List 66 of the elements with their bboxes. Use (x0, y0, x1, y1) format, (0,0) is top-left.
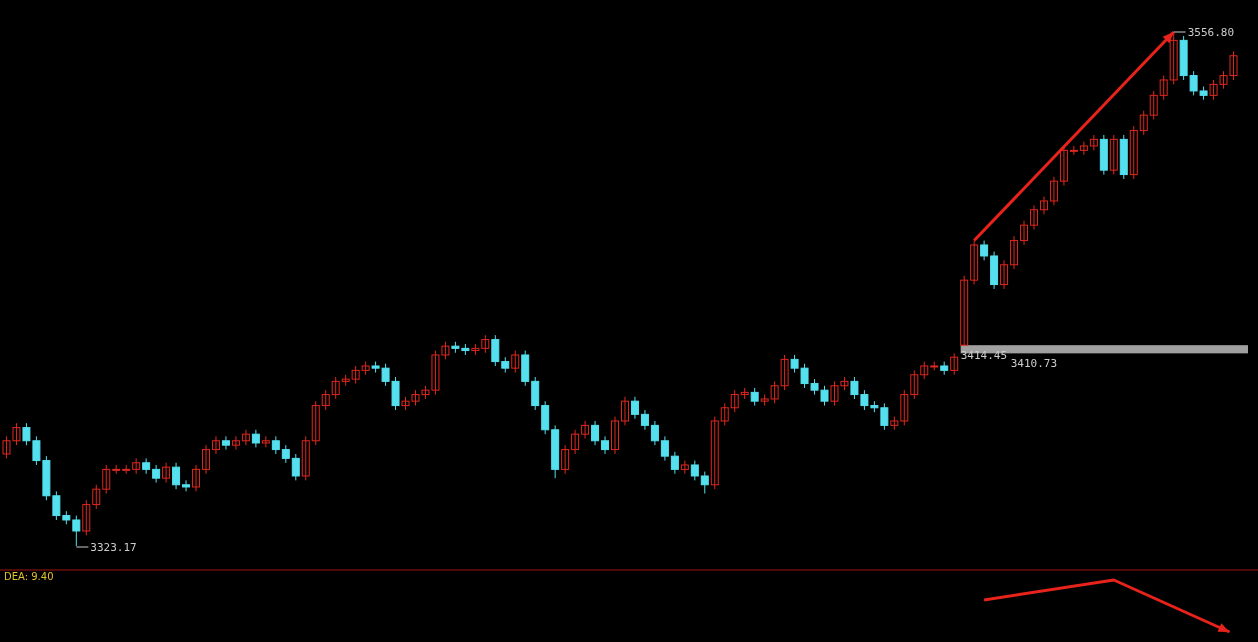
candlestick (1059, 145, 1068, 187)
candlestick (192, 464, 201, 492)
candlestick (591, 420, 600, 446)
candlestick (670, 451, 679, 475)
annotation: 3556.80 (1187, 26, 1235, 39)
text: DEA: 9.40 (4, 571, 54, 582)
candlestick (611, 416, 619, 455)
candlestick (950, 352, 959, 376)
candlestick (202, 444, 210, 475)
candlestick (561, 444, 570, 475)
candlestick (960, 275, 969, 346)
candlestick (301, 435, 310, 481)
candlestick (92, 484, 101, 510)
candlestick (172, 462, 181, 490)
candlestick (82, 499, 91, 536)
candlestick (900, 389, 909, 426)
candlestick (1000, 259, 1009, 290)
candlestick (511, 350, 520, 374)
candlestick (660, 435, 669, 462)
candlestick (970, 240, 979, 286)
candlestick (621, 396, 629, 426)
candlestick (1109, 134, 1118, 176)
annotation: 3410.73 (1010, 357, 1058, 371)
candlestick (720, 402, 729, 426)
candlestick (291, 453, 300, 481)
candlestick (1069, 145, 1078, 156)
candlestick (690, 460, 699, 481)
candlestick (1079, 141, 1088, 156)
candlestick (710, 416, 719, 490)
candlestick (1089, 134, 1098, 151)
candlestick (102, 464, 111, 495)
candlestick (491, 334, 500, 367)
candlestick (132, 457, 141, 475)
candlestick (910, 369, 919, 400)
candlestick (980, 240, 989, 261)
candlestick (1039, 196, 1048, 215)
candlestick (1030, 204, 1038, 231)
candlestick (630, 396, 639, 420)
candlestick (1139, 110, 1148, 136)
candlestick (231, 435, 240, 451)
candlestick (700, 471, 709, 495)
candlestick (72, 515, 81, 547)
annotation: 3323.17 (90, 541, 137, 554)
candlestick (211, 435, 220, 455)
candlestick (311, 400, 320, 446)
candlestick (182, 479, 191, 492)
candlestick (1020, 220, 1029, 246)
candlestick (241, 429, 250, 446)
candlestick (261, 435, 270, 448)
candlestick (571, 429, 580, 455)
candlestick (1010, 235, 1019, 270)
candlestick (1159, 75, 1168, 101)
annotation: 3414.45 (960, 349, 1008, 363)
candlestick (640, 409, 649, 431)
candlestick (650, 420, 659, 446)
candlestick (730, 389, 739, 413)
candlestick (162, 462, 171, 484)
candlestick (221, 435, 230, 451)
candlestick (1169, 31, 1178, 85)
candlestick (1149, 90, 1158, 121)
candlestick (1049, 176, 1058, 206)
candlestick (321, 389, 330, 411)
candlestick (581, 420, 590, 440)
candlestick (331, 376, 340, 400)
candlestick (1129, 125, 1138, 180)
candlestick (142, 457, 151, 475)
